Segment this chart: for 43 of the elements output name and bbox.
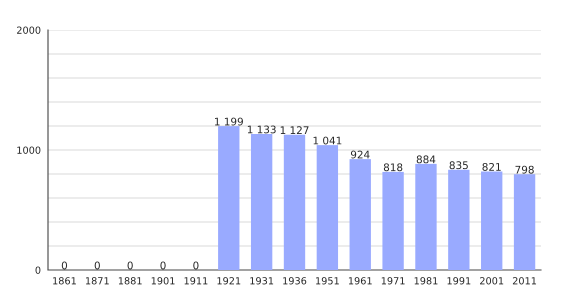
bar <box>415 164 437 270</box>
x-tick-label: 2001 <box>480 277 504 284</box>
x-tick-label: 1871 <box>86 277 109 284</box>
bar <box>448 170 470 270</box>
data-label: 835 <box>450 161 468 170</box>
x-tick-label: 1931 <box>250 277 274 284</box>
y-tick-label: 2000 <box>17 26 40 34</box>
x-tick-label: 1861 <box>53 277 76 284</box>
data-label: 1 127 <box>280 126 309 134</box>
x-tick-label: 1981 <box>414 277 438 284</box>
x-tick-label: 1881 <box>118 277 142 284</box>
data-label: 924 <box>350 150 370 158</box>
bar <box>382 172 404 270</box>
x-tick-label: 1971 <box>382 277 405 284</box>
x-tick-label: 1951 <box>316 277 339 284</box>
data-label: 0 <box>62 261 68 270</box>
bar <box>514 174 536 270</box>
data-label: 821 <box>482 162 501 171</box>
bar <box>284 134 306 270</box>
data-label: 818 <box>384 163 402 172</box>
x-tick-label: 1911 <box>184 277 208 284</box>
data-label: 884 <box>416 155 436 164</box>
data-label: 0 <box>193 261 199 270</box>
data-label: 0 <box>128 261 133 270</box>
data-label: 1 199 <box>215 118 243 126</box>
x-tick-label: 1921 <box>217 277 240 284</box>
x-tick-label: 1991 <box>448 277 470 284</box>
data-label: 798 <box>515 166 534 174</box>
bar <box>316 145 338 270</box>
x-tick-label: 1901 <box>152 277 175 284</box>
bar <box>481 171 502 270</box>
y-tick-label: 0 <box>36 266 40 274</box>
data-label: 1 133 <box>248 126 276 134</box>
bar <box>250 134 272 270</box>
bar <box>218 126 240 270</box>
data-label: 1 041 <box>314 136 342 144</box>
x-tick-label: 1961 <box>348 277 372 284</box>
x-tick-label: 1936 <box>283 277 306 284</box>
y-tick-label: 1000 <box>17 146 40 154</box>
x-tick-label: 2011 <box>512 277 536 284</box>
bar <box>350 159 371 270</box>
data-label: 0 <box>94 261 100 270</box>
data-label: 0 <box>160 261 166 270</box>
